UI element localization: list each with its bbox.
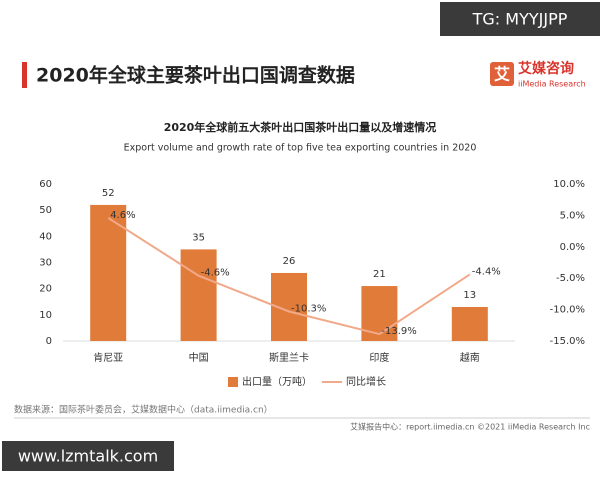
bar-label: 35: [192, 232, 205, 243]
bar-label: 21: [373, 269, 386, 280]
growth-line: [107, 217, 471, 336]
chart-title: 2020年全球前五大茶叶出口国茶叶出口量以及增速情况: [164, 120, 437, 134]
y-tick-label: 50: [39, 205, 52, 216]
bar-label: 13: [463, 290, 476, 301]
legend-label: 同比增长: [346, 375, 386, 388]
x-tick-label: 中国: [189, 351, 209, 364]
legend-swatch: [228, 377, 238, 387]
watermark-box: [440, 2, 600, 36]
bar: [180, 249, 217, 341]
title-accent: [22, 62, 27, 88]
logo-icon: 艾: [494, 65, 510, 84]
y-tick-label: 60: [39, 179, 52, 190]
logo-icon-box: [490, 62, 514, 86]
logo-cn: 艾媒咨询: [518, 60, 574, 77]
line-label: -10.3%: [291, 303, 326, 314]
y2-tick-label: 5.0%: [560, 210, 585, 221]
y-tick-label: 0: [46, 336, 52, 347]
y2-tick-label: 10.0%: [553, 179, 585, 190]
x-tick-label: 斯里兰卡: [269, 351, 309, 364]
y-tick-label: 40: [39, 231, 52, 242]
footer: 艾媒报告中心：report.iimedia.cn ©2021 iiMedia R…: [350, 422, 590, 432]
y2-tick-label: -10.0%: [550, 305, 585, 316]
bar-label: 26: [283, 256, 296, 267]
line-label: -13.9%: [381, 326, 416, 337]
y2-tick-label: -5.0%: [556, 273, 585, 284]
bar: [90, 204, 127, 341]
watermark-top: TG: MYYJJPP: [472, 10, 568, 29]
line-label: -4.4%: [472, 266, 501, 277]
bar-label: 52: [102, 188, 115, 199]
x-tick-label: 肯尼亚: [93, 351, 123, 364]
legend-label: 出口量（万吨）: [242, 375, 312, 388]
x-tick-label: 越南: [460, 351, 480, 364]
x-tick-label: 印度: [369, 351, 389, 364]
y-tick-label: 10: [39, 310, 52, 321]
watermark-box: [2, 441, 174, 471]
bar: [451, 306, 488, 341]
page-title: 2020年全球主要茶叶出口国调查数据: [36, 64, 355, 87]
logo-en: iiMedia Research: [518, 80, 586, 89]
source: 数据来源：国际茶叶委员会，艾媒数据中心（data.iimedia.cn）: [14, 404, 273, 416]
y2-tick-label: 0.0%: [560, 242, 585, 253]
watermark-bottom: www.lzmtalk.com: [18, 447, 158, 466]
y-tick-label: 30: [39, 258, 52, 269]
y2-tick-label: -15.0%: [550, 336, 585, 347]
line-label: 4.6%: [110, 210, 135, 221]
line-label: -4.6%: [201, 268, 230, 279]
chart-subtitle: Export volume and growth rate of top fiv…: [124, 143, 477, 154]
y-tick-label: 20: [39, 284, 52, 295]
